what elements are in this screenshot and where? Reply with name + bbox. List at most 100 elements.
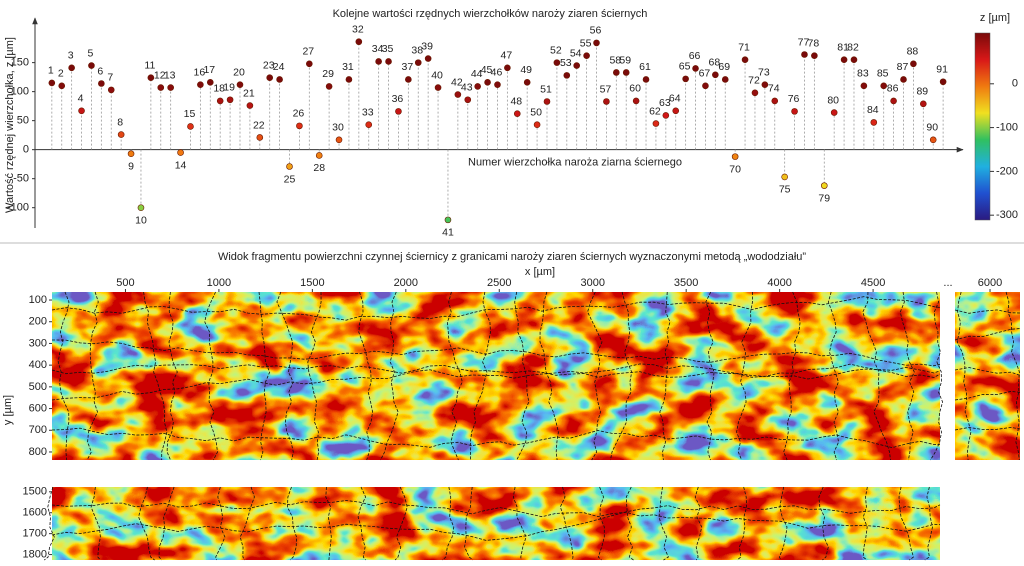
boundary xyxy=(862,291,891,461)
heatmap-image xyxy=(52,487,940,560)
point-label: 87 xyxy=(897,61,909,73)
boundary xyxy=(51,500,941,532)
point-label: 78 xyxy=(808,37,820,49)
point-label: 67 xyxy=(699,68,711,80)
point xyxy=(523,79,531,86)
boundary xyxy=(57,291,70,461)
point-label: 1 xyxy=(48,65,54,77)
boundary xyxy=(51,504,941,541)
point xyxy=(256,134,264,141)
point-label: 3 xyxy=(68,50,74,62)
boundary xyxy=(924,486,933,561)
point xyxy=(553,59,561,66)
point xyxy=(296,122,303,130)
point xyxy=(870,119,878,126)
boundary xyxy=(394,486,408,561)
point xyxy=(335,136,343,144)
boundary xyxy=(539,291,559,461)
point xyxy=(662,112,670,119)
point-label: 44 xyxy=(471,68,483,80)
colorbar-label: z [µm] xyxy=(980,12,1010,24)
x-tick-label: 2000 xyxy=(394,277,418,289)
point-label: 28 xyxy=(313,162,325,174)
point xyxy=(910,60,917,68)
y-tick-label: 600 xyxy=(29,402,47,414)
boundary xyxy=(956,291,972,461)
point-label: 22 xyxy=(253,119,265,131)
boundary xyxy=(512,486,527,561)
point xyxy=(236,81,244,88)
point xyxy=(721,76,729,83)
point xyxy=(543,98,551,105)
point-label: 68 xyxy=(709,57,721,69)
point-label: 30 xyxy=(332,122,344,134)
point-label: 90 xyxy=(926,122,938,134)
boundary xyxy=(166,291,178,461)
point xyxy=(920,100,927,108)
boundary xyxy=(899,291,915,461)
boundary xyxy=(954,426,1021,431)
point-label: 82 xyxy=(847,41,859,53)
y-tick-label: 100 xyxy=(11,86,29,98)
point-label: 58 xyxy=(609,54,621,66)
point xyxy=(216,97,224,105)
point xyxy=(860,82,868,90)
boundary xyxy=(610,291,633,461)
point xyxy=(464,96,472,104)
point xyxy=(840,56,848,64)
point xyxy=(781,173,788,181)
point-label: 89 xyxy=(916,86,928,98)
point xyxy=(672,107,680,115)
point-label: 75 xyxy=(779,184,791,196)
chart-title: Widok fragmentu powierzchni czynnej ście… xyxy=(218,251,806,263)
x-tick-label: 3000 xyxy=(580,277,604,289)
boundary xyxy=(514,291,530,461)
point-label: 52 xyxy=(550,44,562,56)
point-label: 25 xyxy=(284,173,296,185)
point-label: 19 xyxy=(223,82,235,94)
point-label: 85 xyxy=(877,68,889,80)
point-label: 43 xyxy=(461,82,473,94)
chart-title: Kolejne wartości rzędnych wierzchołków n… xyxy=(333,8,648,20)
point xyxy=(117,131,125,138)
point-label: 56 xyxy=(590,25,602,37)
point-label: 41 xyxy=(442,227,454,239)
x-tick-label: 4000 xyxy=(767,277,791,289)
boundary xyxy=(51,363,941,378)
point xyxy=(424,55,432,62)
point xyxy=(929,136,937,144)
point xyxy=(187,123,194,130)
point-label: 79 xyxy=(818,192,830,204)
y-tick-label: 300 xyxy=(29,337,47,349)
point-label: 65 xyxy=(679,61,691,73)
boundary xyxy=(51,363,941,401)
point xyxy=(315,152,323,159)
point xyxy=(306,60,313,68)
point xyxy=(98,80,105,87)
boundary xyxy=(44,486,55,561)
point xyxy=(622,69,630,76)
colorbar xyxy=(974,32,991,221)
colorbar-tick-label: -300 xyxy=(996,209,1018,221)
point xyxy=(761,81,769,88)
point-label: 42 xyxy=(451,76,463,88)
point-label: 8 xyxy=(117,116,123,128)
boundary xyxy=(464,486,474,561)
point-label: 73 xyxy=(758,66,770,78)
point-label: 14 xyxy=(175,159,187,171)
point-label: 63 xyxy=(659,97,671,109)
point-label: 20 xyxy=(233,66,245,78)
point xyxy=(533,121,541,129)
heatmap-image xyxy=(955,292,1020,460)
colorbar-tick-label: 0 xyxy=(1012,78,1018,90)
boundary xyxy=(215,486,226,561)
y-tick-label: 150 xyxy=(11,57,29,69)
y-tick-label: 500 xyxy=(29,381,47,393)
point xyxy=(127,150,135,158)
point-label: 21 xyxy=(243,87,255,99)
point-label: 5 xyxy=(88,47,94,59)
point-label: 88 xyxy=(907,46,919,58)
point-label: 70 xyxy=(729,163,741,175)
boundary xyxy=(204,291,218,461)
